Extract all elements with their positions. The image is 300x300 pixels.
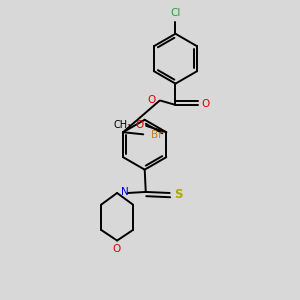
Text: O: O <box>112 244 120 254</box>
Text: O: O <box>202 99 210 109</box>
Text: Cl: Cl <box>170 8 181 18</box>
Text: N: N <box>121 187 128 197</box>
Text: Br: Br <box>151 130 163 140</box>
Text: O: O <box>148 94 156 105</box>
Text: S: S <box>174 188 183 201</box>
Text: O: O <box>136 120 144 130</box>
Text: CH₃: CH₃ <box>113 120 131 130</box>
